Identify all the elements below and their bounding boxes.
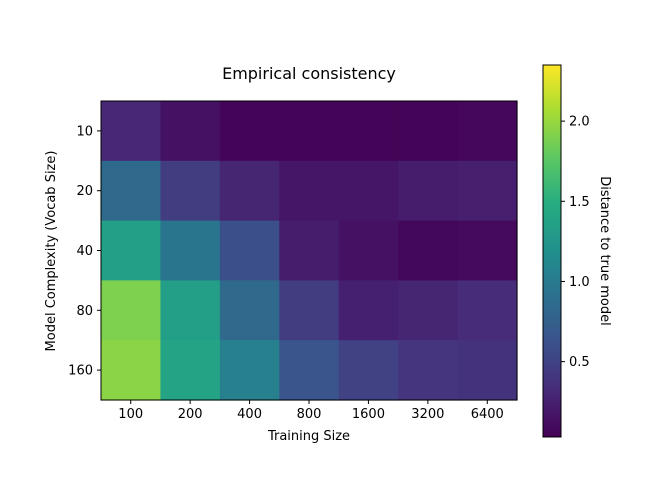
x-axis-label: Training Size — [267, 429, 350, 444]
y-tick-label: 10 — [76, 124, 93, 139]
heatmap-cell — [398, 160, 459, 222]
colorbar — [542, 64, 562, 438]
heatmap-cell — [457, 101, 518, 162]
heatmap-cell — [398, 280, 459, 341]
heatmap-cell — [457, 160, 518, 222]
heatmap-cell — [457, 340, 518, 401]
x-tick-label: 800 — [297, 407, 322, 422]
heatmap-cell — [101, 220, 162, 281]
heatmap-cell — [279, 340, 340, 401]
heatmap-cell — [338, 160, 399, 222]
heatmap-cell — [398, 220, 459, 281]
heatmap-cell — [101, 280, 162, 341]
colorbar-label: Distance to true model — [597, 176, 612, 325]
y-axis-ticks: 10 20 40 80 160 — [68, 124, 101, 379]
heatmap-cell — [101, 340, 162, 401]
heatmap-cell — [279, 101, 340, 162]
x-axis-ticks: 100 200 400 800 1600 3200 6400 — [118, 400, 504, 422]
x-tick-label: 200 — [178, 407, 203, 422]
heatmap-cell — [160, 220, 221, 281]
heatmap-cell — [160, 160, 221, 222]
heatmap-cell — [279, 220, 340, 281]
heatmap-cell — [457, 280, 518, 341]
y-tick-label: 160 — [68, 364, 93, 379]
x-tick-label: 400 — [237, 407, 262, 422]
y-axis-label: Model Complexity (Vocab Size) — [44, 151, 59, 352]
x-tick-label: 6400 — [471, 407, 504, 422]
heatmap-cell — [160, 340, 221, 401]
heatmap-cell — [338, 220, 399, 281]
x-tick-label: 1600 — [352, 407, 385, 422]
heatmap-cell — [457, 220, 518, 281]
y-tick-label: 20 — [76, 184, 93, 199]
colorbar-tick-label: 0.5 — [569, 355, 590, 370]
heatmap-cell — [279, 160, 340, 222]
heatmap-cells — [101, 101, 518, 401]
y-tick-label: 40 — [76, 244, 93, 259]
heatmap-cell — [219, 340, 280, 401]
chart-title: Empirical consistency — [222, 64, 396, 83]
x-tick-label: 100 — [118, 407, 143, 422]
heatmap-cell — [338, 101, 399, 162]
heatmap-cell — [160, 101, 221, 162]
heatmap-cell — [219, 160, 280, 222]
heatmap-cell — [219, 101, 280, 162]
colorbar-tick-label: 1.5 — [569, 195, 590, 210]
colorbar-ticks: 0.5 1.0 1.5 2.0 — [561, 115, 590, 370]
heatmap-cell — [101, 160, 162, 222]
heatmap-cell — [338, 340, 399, 401]
colorbar-tick-label: 1.0 — [569, 275, 590, 290]
heatmap-cell — [279, 280, 340, 341]
x-tick-label: 3200 — [411, 407, 444, 422]
heatmap-cell — [101, 101, 162, 162]
y-tick-label: 80 — [76, 304, 93, 319]
heatmap-cell — [219, 280, 280, 341]
heatmap-cell — [338, 280, 399, 341]
colorbar-tick-label: 2.0 — [569, 115, 590, 130]
heatmap-cell — [219, 220, 280, 281]
heatmap-cell — [398, 340, 459, 401]
heatmap-cell — [160, 280, 221, 341]
heatmap-cell — [398, 101, 459, 162]
